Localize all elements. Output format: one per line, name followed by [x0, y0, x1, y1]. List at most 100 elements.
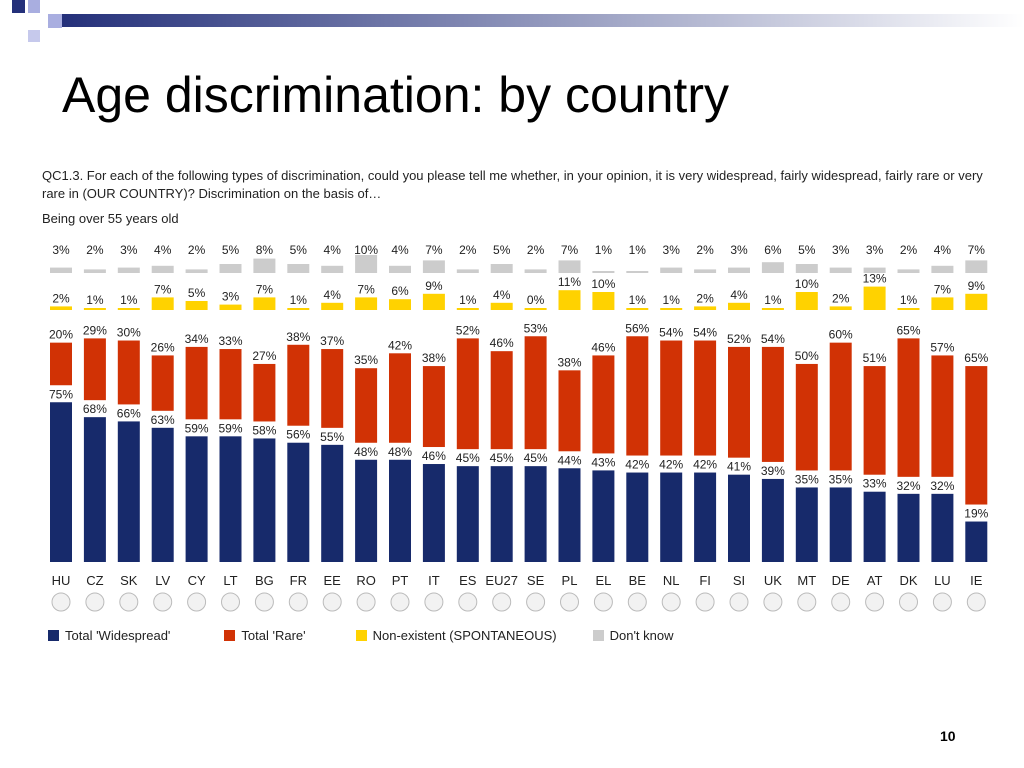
label-nonexistent-fi: 2% [696, 291, 714, 305]
label-nonexistent-uk: 1% [764, 293, 782, 307]
flag-icon-se [526, 592, 546, 612]
box-dont-know-ie [965, 260, 988, 273]
label-dont-know-de: 3% [832, 243, 850, 257]
bar-rare-fi [694, 340, 717, 456]
box-nonexistent-pt [389, 299, 411, 310]
legend-label-rare: Total 'Rare' [241, 628, 306, 643]
flag-icon-ie [966, 592, 986, 612]
bar-widespread-se [524, 466, 547, 562]
label-dont-know-pl: 7% [561, 243, 579, 257]
country-code-dk: DK [899, 573, 917, 588]
label-nonexistent-fr: 1% [290, 293, 308, 307]
label-widespread-es: 45% [456, 451, 480, 465]
label-dont-know-fi: 2% [696, 243, 714, 257]
label-nonexistent-el: 10% [591, 277, 615, 291]
flag-icon-ro [356, 592, 376, 612]
box-nonexistent-nl [660, 308, 683, 310]
country-code-mt: MT [797, 573, 816, 588]
label-rare-dk: 65% [896, 323, 920, 337]
label-widespread-ro: 48% [354, 445, 378, 459]
label-rare-ie: 65% [964, 351, 988, 365]
label-widespread-ee: 55% [320, 430, 344, 444]
box-nonexistent-cz [83, 308, 106, 310]
label-dont-know-lv: 4% [154, 243, 172, 257]
flag-icon-cy [187, 592, 207, 612]
bar-widespread-pl [558, 468, 581, 562]
bar-widespread-cz [83, 417, 106, 562]
box-dont-know-ro [355, 255, 378, 273]
bar-rare-ee [321, 349, 344, 428]
box-dont-know-si [728, 267, 750, 273]
bar-rare-cy [185, 346, 208, 420]
box-dont-know-at [863, 267, 886, 273]
box-nonexistent-se [524, 308, 547, 310]
slide-title: Age discrimination: by country [62, 67, 729, 123]
label-rare-lt: 33% [218, 334, 242, 348]
label-rare-nl: 54% [659, 326, 683, 340]
box-dont-know-es [456, 269, 479, 273]
label-widespread-de: 35% [829, 472, 853, 486]
label-dont-know-ee: 4% [324, 243, 342, 257]
label-widespread-se: 45% [524, 451, 548, 465]
bar-widespread-bg [253, 438, 276, 562]
box-nonexistent-uk [761, 308, 784, 310]
label-rare-it: 38% [422, 351, 446, 365]
bar-rare-pt [389, 353, 411, 443]
bar-widespread-fi [694, 472, 717, 562]
bar-rare-fr [287, 344, 310, 426]
label-nonexistent-si: 4% [730, 288, 748, 302]
box-nonexistent-es [456, 308, 479, 310]
country-code-eu27: EU27 [485, 573, 518, 588]
country-code-es: ES [459, 573, 477, 588]
box-nonexistent-lv [151, 297, 174, 310]
flag-icon-nl [661, 592, 681, 612]
bar-widespread-cy [185, 436, 208, 562]
bar-rare-cz [83, 338, 106, 401]
bar-widespread-ee [321, 444, 344, 562]
label-rare-eu27: 46% [490, 336, 514, 350]
flag-icon-hu [51, 592, 71, 612]
bar-rare-eu27 [490, 351, 513, 450]
box-dont-know-el [592, 271, 615, 273]
box-dont-know-nl [660, 267, 683, 273]
label-nonexistent-lt: 3% [222, 290, 240, 304]
label-rare-si: 52% [727, 332, 751, 346]
box-dont-know-fi [694, 269, 717, 273]
label-widespread-bg: 58% [252, 423, 276, 437]
country-code-nl: NL [663, 573, 680, 588]
label-widespread-nl: 42% [659, 458, 683, 472]
country-code-cy: CY [188, 573, 206, 588]
label-dont-know-it: 7% [425, 243, 443, 257]
bar-widespread-de [829, 487, 852, 562]
label-widespread-lv: 63% [151, 413, 175, 427]
box-nonexistent-bg [253, 297, 276, 310]
box-nonexistent-ee [321, 302, 344, 310]
bar-widespread-el [592, 470, 615, 562]
bar-rare-at [863, 366, 886, 475]
country-code-cz: CZ [86, 573, 103, 588]
label-rare-lu: 57% [930, 340, 954, 354]
label-dont-know-es: 2% [459, 243, 477, 257]
label-dont-know-be: 1% [629, 243, 647, 257]
label-widespread-at: 33% [863, 477, 887, 491]
label-nonexistent-ie: 9% [968, 279, 986, 293]
flag-icon-lv [153, 592, 173, 612]
bar-widespread-it [422, 464, 445, 562]
label-widespread-lt: 59% [218, 421, 242, 435]
bar-widespread-dk [897, 493, 920, 562]
bar-widespread-eu27 [490, 466, 513, 562]
label-widespread-hu: 75% [49, 387, 73, 401]
bar-widespread-ro [355, 459, 378, 562]
label-rare-pt: 42% [388, 338, 412, 352]
bar-rare-lu [931, 355, 954, 477]
country-code-uk: UK [764, 573, 782, 588]
box-dont-know-cy [185, 269, 208, 273]
flag-icon-it [424, 592, 444, 612]
bar-widespread-sk [117, 421, 140, 562]
flag-icon-mt [797, 592, 817, 612]
country-code-lv: LV [155, 573, 170, 588]
country-code-lt: LT [223, 573, 237, 588]
country-code-pt: PT [392, 573, 409, 588]
bar-rare-dk [897, 338, 920, 477]
bar-rare-el [592, 355, 615, 454]
